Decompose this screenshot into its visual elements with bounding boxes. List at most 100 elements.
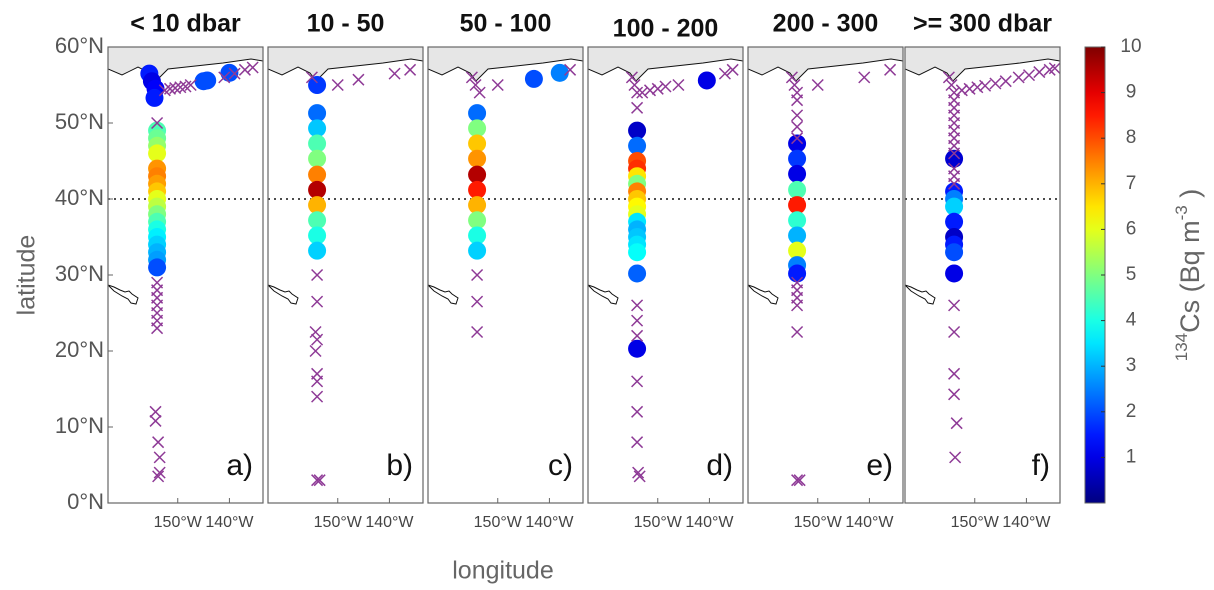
- y-tick-label: 20°N: [55, 337, 104, 362]
- nondetect-marker: [631, 299, 644, 312]
- nondetect-marker: [948, 388, 961, 401]
- nondetect-marker: [311, 333, 324, 346]
- sample-point: [945, 243, 964, 262]
- nondetect-marker: [631, 405, 644, 418]
- panel-label: b): [386, 449, 413, 482]
- land: [108, 47, 263, 82]
- nondetect-marker: [473, 86, 486, 99]
- nondetect-marker: [631, 375, 644, 388]
- y-tick-label: 60°N: [55, 33, 104, 58]
- nondetect-marker: [184, 78, 197, 92]
- y-tick-label: 50°N: [55, 109, 104, 134]
- x-tick-label: 140°W: [1002, 514, 1051, 531]
- x-tick-label: 150°W: [634, 514, 683, 531]
- colorbar-tick-label: 4: [1126, 310, 1137, 331]
- nondetect-marker: [246, 61, 259, 74]
- land: [588, 47, 743, 82]
- sample-point: [308, 165, 327, 184]
- sample-point: [788, 180, 807, 199]
- plot-frame: [747, 46, 904, 504]
- colorbar-tick-label: 8: [1126, 127, 1137, 148]
- nondetect-marker: [791, 109, 804, 122]
- nondetect-marker: [791, 94, 804, 107]
- x-tick-label: 140°W: [525, 514, 574, 531]
- colorbar-label-part: -3: [1172, 205, 1191, 220]
- colorbar-tick-label: 3: [1126, 355, 1137, 376]
- colorbar-label-part: ): [1175, 189, 1205, 206]
- sample-point: [628, 264, 647, 283]
- sample-point: [788, 164, 807, 183]
- island: [905, 284, 936, 305]
- nondetect-marker: [659, 80, 672, 93]
- sample-point: [198, 71, 217, 90]
- nondetect-marker: [631, 86, 644, 99]
- nondetect-marker: [151, 116, 164, 130]
- nondetect-marker: [643, 84, 657, 97]
- sample-point: [697, 71, 716, 90]
- sample-point: [628, 136, 647, 155]
- nondetect-marker: [884, 63, 897, 76]
- nondetect-marker: [153, 451, 166, 464]
- sample-point: [524, 69, 543, 88]
- nondetect-marker: [1022, 69, 1036, 82]
- sample-point: [308, 149, 327, 168]
- panel-title: 200 - 300: [773, 10, 879, 38]
- nondetect-marker: [174, 81, 187, 94]
- nondetect-marker: [948, 177, 961, 190]
- nondetect-marker: [169, 82, 182, 95]
- sample-point: [628, 121, 647, 140]
- x-tick-label: 150°W: [474, 514, 523, 531]
- panel-title: 50 - 100: [460, 10, 552, 38]
- nondetect-marker: [793, 474, 806, 487]
- sample-point: [788, 149, 807, 168]
- x-tick-label: 140°W: [365, 514, 414, 531]
- y-axis-label: latitude: [13, 235, 41, 316]
- x-tick-label: 140°W: [685, 514, 734, 531]
- nondetect-marker: [305, 71, 318, 84]
- nondetect-marker: [311, 390, 324, 403]
- nondetect-marker: [491, 78, 504, 92]
- land: [748, 47, 903, 82]
- colorbar-tick-label: 9: [1126, 82, 1137, 103]
- sample-point: [308, 226, 327, 245]
- sample-point: [468, 180, 487, 199]
- sample-point: [788, 211, 807, 230]
- panel-label: e): [866, 449, 893, 482]
- colorbar-tick-label: 6: [1126, 218, 1137, 239]
- nondetect-marker: [950, 417, 963, 430]
- sample-point: [468, 226, 487, 245]
- sample-point: [468, 211, 487, 230]
- nondetect-marker: [948, 367, 961, 380]
- x-tick-label: 140°W: [205, 514, 254, 531]
- panel-title: < 10 dbar: [130, 10, 241, 38]
- nondetect-marker: [404, 63, 417, 76]
- nondetect-marker: [791, 474, 804, 487]
- nondetect-marker: [309, 344, 322, 358]
- plot-area: [905, 47, 1060, 464]
- nondetect-marker: [1048, 62, 1060, 75]
- nondetect-marker: [631, 329, 644, 342]
- y-tick-label: 0°N: [67, 489, 104, 514]
- nondetect-marker: [311, 375, 324, 388]
- nondetect-marker: [228, 67, 241, 80]
- island: [428, 284, 459, 305]
- nondetect-marker: [791, 325, 804, 339]
- sample-point: [308, 119, 327, 138]
- island: [588, 284, 619, 305]
- nondetect-marker: [726, 63, 739, 76]
- nondetect-marker: [718, 67, 731, 80]
- nondetect-marker: [945, 78, 958, 92]
- sample-point: [550, 63, 569, 82]
- nondetect-marker: [152, 470, 165, 483]
- nondetect-marker: [632, 466, 645, 479]
- panel-label: a): [226, 449, 253, 482]
- nondetect-marker: [785, 71, 798, 84]
- colorbar-tick-label: 10: [1120, 36, 1141, 57]
- nondetect-marker: [858, 71, 871, 84]
- island: [108, 284, 139, 305]
- nondetect-marker: [218, 71, 231, 84]
- nondetect-marker: [631, 314, 644, 327]
- nondetect-marker: [469, 78, 482, 92]
- x-tick-label: 150°W: [951, 514, 1000, 531]
- nondetect-marker: [948, 147, 961, 160]
